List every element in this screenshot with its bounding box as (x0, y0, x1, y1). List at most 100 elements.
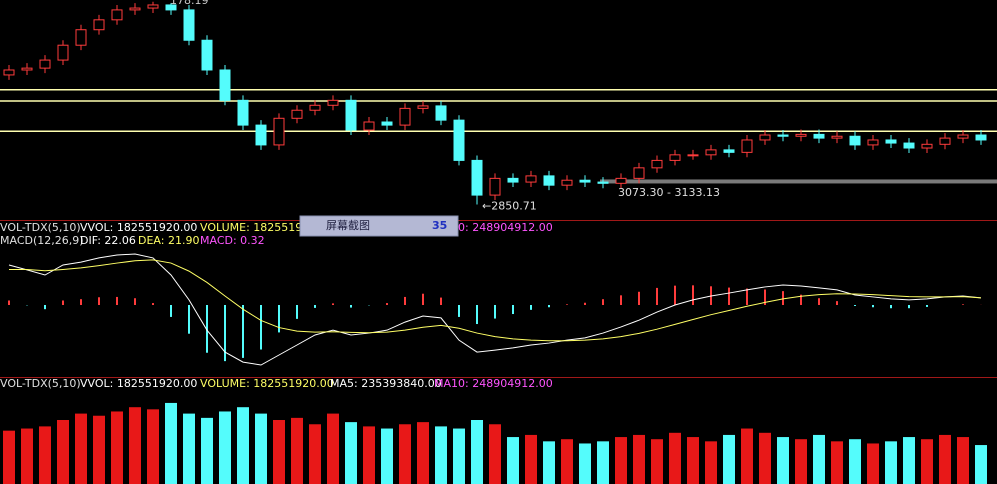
candle-body (795, 133, 807, 137)
candle-body (3, 69, 15, 76)
volume-bar (291, 417, 303, 484)
volume-bar (111, 411, 123, 484)
volume-bar (885, 441, 897, 484)
volume-bar (903, 437, 915, 484)
candle-body (597, 181, 609, 184)
candle-body (939, 137, 951, 145)
candle-body (651, 159, 663, 169)
volume-bar (867, 443, 879, 484)
indicator-label: MA5: 235393840.00 (330, 377, 442, 390)
candle-body (903, 142, 915, 149)
candle-body (831, 135, 843, 139)
tooltip-label: 屏幕截图 (326, 218, 370, 232)
volume-bar (363, 426, 375, 484)
candle-body (21, 67, 33, 71)
candle-body (255, 124, 267, 146)
candle-body (129, 7, 141, 11)
price-band (600, 179, 997, 184)
candle-body (741, 139, 753, 153)
candle-body (219, 69, 231, 101)
volume-bar (597, 441, 609, 484)
candle-body (579, 179, 591, 183)
candle-body (345, 99, 357, 131)
volume-bar (21, 428, 33, 484)
volume-bar (939, 434, 951, 484)
candle-body (39, 59, 51, 69)
candle-body (399, 107, 411, 126)
volume-bar (435, 426, 447, 484)
volume-bar (831, 441, 843, 484)
volume-bar (327, 413, 339, 484)
volume-bar (309, 424, 321, 484)
volume-bar (3, 430, 15, 484)
volume-bar (633, 434, 645, 484)
screenshot-tooltip: 屏幕截图 35 (299, 215, 459, 237)
volume-bar (957, 437, 969, 484)
candle-body (723, 149, 735, 153)
candle-body (201, 39, 213, 71)
volume-bar (561, 439, 573, 484)
candle-body (921, 143, 933, 149)
candle-body (147, 4, 159, 9)
indicator-label: MA10: 248904912.00 (434, 377, 553, 390)
volume-bar (93, 415, 105, 484)
indicator-label: DEA: 21.90 (138, 234, 199, 247)
volume-bar (417, 422, 429, 484)
volume-bar (705, 441, 717, 484)
candle-body (453, 119, 465, 161)
candle-body (471, 159, 483, 196)
candle-body (543, 175, 555, 186)
indicator-label: VVOL: 182551920.00 (80, 377, 197, 390)
indicator-label: MACD(12,26,9) (0, 234, 84, 247)
candle-body (435, 105, 447, 121)
indicator-label: MACD: 0.32 (200, 234, 265, 247)
indicator-label: DIF: 22.06 (80, 234, 136, 247)
volume-bar (381, 428, 393, 484)
volume-bar (651, 439, 663, 484)
volume-bar (723, 434, 735, 484)
volume-bar (507, 437, 519, 484)
price-annotation: ←2850.71 (482, 200, 537, 213)
candle-body (759, 134, 771, 141)
volume-bar (687, 437, 699, 484)
volume-bar (39, 426, 51, 484)
candle-body (813, 133, 825, 139)
candle-body (327, 99, 339, 106)
volume-bar (795, 439, 807, 484)
volume-bar (849, 439, 861, 484)
candle-body (615, 177, 627, 184)
candle-body (687, 154, 699, 157)
candle-body (777, 134, 789, 137)
macd-line (8, 253, 982, 366)
candle-body (489, 177, 501, 196)
volume-bar (453, 428, 465, 484)
candle-body (93, 19, 105, 31)
candle-body (849, 135, 861, 146)
price-annotation: 3073.30 - 3133.13 (618, 186, 720, 199)
indicator-label: VOL-TDX(5,10) (0, 221, 81, 234)
candle-body (885, 139, 897, 144)
volume-bar (57, 420, 69, 484)
candle-body (183, 9, 195, 41)
volume-bar (183, 413, 195, 484)
volume-bar (399, 424, 411, 484)
candle-body (291, 109, 303, 119)
indicator-label: MA10: 248904912.00 (434, 221, 553, 234)
volume-bar (975, 445, 987, 484)
candle-body (381, 121, 393, 126)
candle-body (957, 134, 969, 139)
indicator-label: VOLUME: 182551920.00 (200, 377, 334, 390)
volume-bar (579, 443, 591, 484)
tooltip-box (299, 215, 459, 237)
volume-bar (759, 432, 771, 484)
volume-bar (219, 411, 231, 484)
candle-body (561, 179, 573, 186)
candle-body (975, 134, 987, 141)
volume-bar (273, 420, 285, 484)
candle-body (705, 149, 717, 156)
candle-body (273, 117, 285, 146)
candle-body (309, 104, 321, 111)
volume-bar (489, 424, 501, 484)
candle-body (111, 9, 123, 21)
